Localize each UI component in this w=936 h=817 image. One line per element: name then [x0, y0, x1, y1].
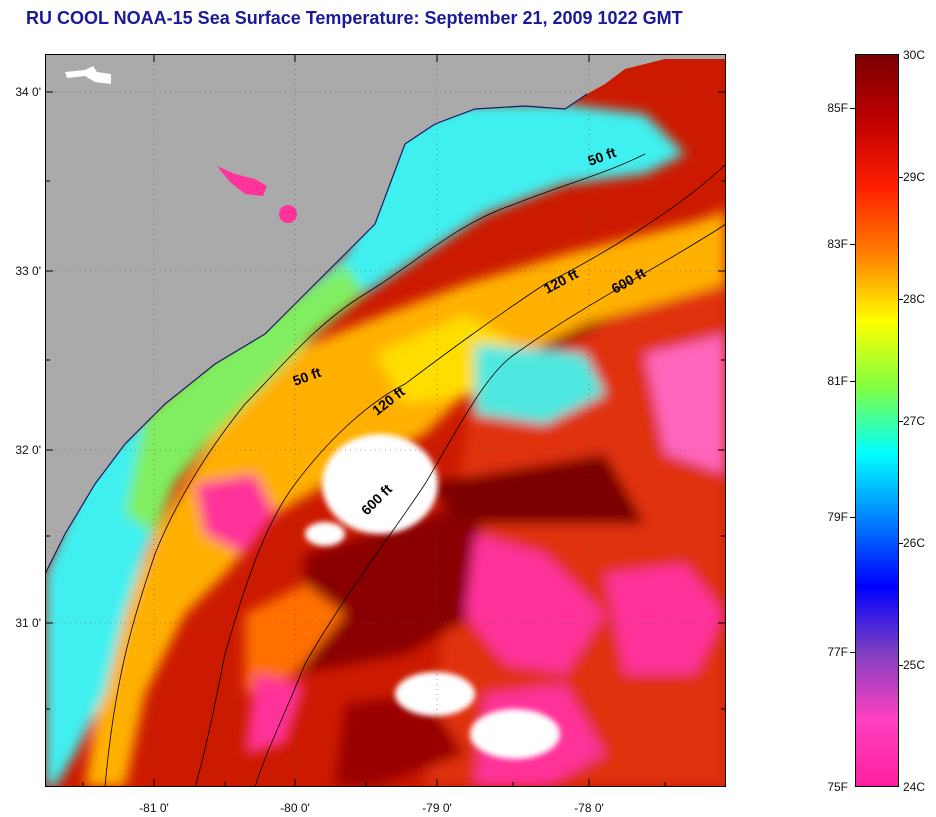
- logo-mark: [65, 66, 111, 84]
- sst-map: 50 ft 50 ft 120 ft 120 ft 600 ft 600 ft: [45, 54, 726, 787]
- axis-ticks: [45, 54, 726, 787]
- lat-label: 33 0': [15, 264, 41, 278]
- lon-label: -79 0': [422, 801, 452, 815]
- colorbar-fahrenheit-label: 75F: [827, 780, 848, 794]
- colorbar-tick: [898, 299, 903, 300]
- lon-label: -78 0': [574, 801, 604, 815]
- graticule: [45, 54, 726, 787]
- isobath-120ft: [194, 163, 726, 787]
- colorbar-fahrenheit-label: 85F: [827, 101, 848, 115]
- lon-label: -80 0': [280, 801, 310, 815]
- colorbar-tick: [898, 665, 903, 666]
- isobath-600ft: [254, 223, 726, 787]
- colorbar-tick: [898, 177, 903, 178]
- colorbar-fahrenheit-label: 81F: [827, 374, 848, 388]
- coastline: [45, 93, 588, 575]
- colorbar-tick: [850, 244, 855, 245]
- inland-lake: [217, 166, 267, 196]
- colorbar-tick: [850, 517, 855, 518]
- colorbar-celsius-label: 29C: [903, 170, 926, 184]
- cloud-patches: [305, 434, 560, 759]
- colorbar-celsius-label: 26C: [903, 536, 926, 550]
- colorbar-tick: [850, 108, 855, 109]
- map-frame: [45, 54, 726, 787]
- land-mass-north: [45, 54, 726, 94]
- colorbar-fahrenheit-label: 77F: [827, 645, 848, 659]
- colorbar-tick: [898, 421, 903, 422]
- temperature-colorbar: [855, 54, 899, 787]
- colorbar-celsius-label: 24C: [903, 780, 926, 794]
- colorbar-tick: [850, 381, 855, 382]
- colorbar-fahrenheit-label: 83F: [827, 237, 848, 251]
- lat-label: 34 0': [15, 85, 41, 99]
- colorbar-fahrenheit-label: 79F: [827, 510, 848, 524]
- lon-label: -81 0': [139, 801, 169, 815]
- lat-label: 31 0': [15, 616, 41, 630]
- colorbar-celsius-label: 30C: [903, 48, 926, 62]
- colorbar-tick: [850, 652, 855, 653]
- lat-label: 32 0': [15, 443, 41, 457]
- colorbar-celsius-label: 27C: [903, 414, 926, 428]
- colorbar-celsius-label: 28C: [903, 292, 926, 306]
- isobath-50ft: [104, 153, 646, 787]
- land-mass: [45, 54, 587, 574]
- map-title: RU COOL NOAA-15 Sea Surface Temperature:…: [26, 8, 683, 28]
- colorbar-celsius-label: 25C: [903, 658, 926, 672]
- inland-lake: [279, 205, 297, 223]
- sst-map-image: 50 ft 50 ft 120 ft 120 ft 600 ft 600 ft: [45, 54, 726, 787]
- colorbar-tick: [898, 543, 903, 544]
